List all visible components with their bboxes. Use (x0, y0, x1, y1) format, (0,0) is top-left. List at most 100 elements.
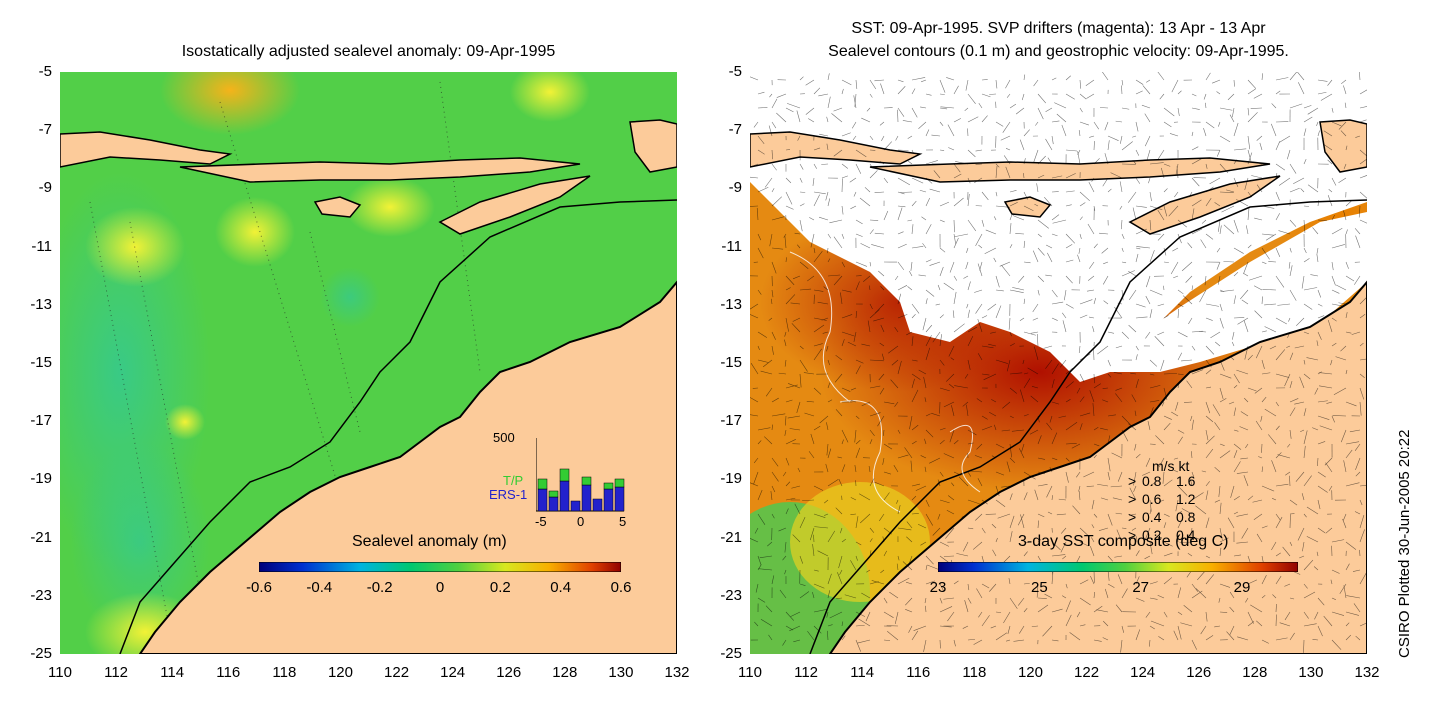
colorbar-tick-label: 0.4 (550, 579, 572, 596)
velocity-arrow (1289, 103, 1303, 109)
velocity-arrow (925, 298, 928, 305)
velocity-arrow (771, 345, 774, 355)
velocity-arrow (1079, 107, 1083, 113)
velocity-arrow (949, 429, 955, 443)
velocity-arrow (1245, 443, 1249, 449)
velocity-arrow (768, 634, 773, 641)
velocity-arrow (1060, 541, 1067, 553)
velocity-arrow (1079, 314, 1088, 319)
velocity-arrow (1133, 471, 1137, 486)
velocity-arrow (799, 373, 802, 388)
velocity-arrow (881, 135, 885, 141)
velocity-arrow (758, 568, 773, 571)
velocity-arrow (956, 553, 969, 557)
y-tick-label: -13 (30, 295, 52, 313)
velocity-arrow (813, 387, 822, 395)
velocity-arrow (1205, 303, 1220, 307)
velocity-arrow (1316, 121, 1319, 127)
velocity-arrow (1177, 611, 1183, 616)
velocity-arrow (1065, 381, 1074, 389)
velocity-arrow (1331, 275, 1336, 286)
velocity-arrow (813, 191, 826, 195)
velocity-arrow (1079, 93, 1087, 100)
velocity-arrow (1343, 85, 1347, 95)
velocity-arrow (1275, 77, 1289, 81)
velocity-arrow (849, 177, 857, 183)
velocity-arrow (1285, 471, 1291, 476)
inset-xtick: -5 (535, 514, 547, 529)
velocity-arrow (939, 541, 949, 547)
velocity-arrow (1051, 175, 1063, 179)
velocity-arrow (939, 266, 944, 277)
velocity-arrow (1191, 107, 1200, 110)
velocity-arrow (1009, 343, 1015, 347)
velocity-arrow (1219, 537, 1229, 543)
velocity-arrow (799, 583, 806, 586)
velocity-arrow (813, 625, 822, 634)
velocity-arrow (826, 443, 829, 456)
velocity-arrow (840, 292, 843, 305)
velocity-arrow (1090, 546, 1095, 557)
velocity-arrow (1121, 79, 1124, 86)
colorbar-tick-label: -0.4 (306, 579, 333, 596)
velocity-arrow (1029, 429, 1039, 435)
velocity-arrow (1177, 429, 1185, 434)
velocity-arrow (1221, 205, 1235, 213)
velocity-arrow (852, 135, 857, 141)
velocity-arrow (858, 618, 871, 627)
velocity-arrow (1219, 225, 1222, 235)
velocity-arrow (841, 233, 845, 239)
velocity-arrow (1163, 577, 1173, 585)
velocity-arrow (826, 611, 829, 618)
velocity-arrow (1148, 639, 1151, 647)
velocity-arrow (1256, 135, 1263, 141)
velocity-arrow (1205, 635, 1214, 641)
velocity-arrow (869, 79, 877, 90)
velocity-arrow (879, 121, 885, 126)
velocity-arrow (788, 383, 801, 389)
velocity-arrow (1162, 471, 1165, 484)
velocity-arrow (826, 345, 829, 352)
velocity-arrow (1093, 591, 1096, 599)
velocity-arrow (937, 513, 941, 520)
y-tick-label: -25 (720, 645, 742, 662)
velocity-arrow (1062, 320, 1067, 333)
australia-land (828, 280, 1367, 654)
velocity-arrow (949, 261, 955, 273)
velocity-arrow (1012, 215, 1025, 221)
velocity-arrow (978, 244, 983, 249)
velocity-arrow (1163, 163, 1171, 167)
velocity-arrow (924, 597, 927, 604)
velocity-arrow (897, 205, 906, 208)
velocity-arrow (1255, 345, 1263, 359)
velocity-arrow (1145, 611, 1151, 618)
velocity-arrow (1177, 625, 1182, 640)
velocity-arrow (932, 527, 941, 536)
velocity-arrow (841, 178, 843, 193)
velocity-arrow (771, 397, 779, 403)
velocity-arrow (1023, 607, 1028, 613)
velocity-arrow (865, 611, 871, 622)
velocity-arrow (1015, 233, 1025, 235)
velocity-arrow (1191, 158, 1202, 165)
velocity-arrow (1188, 191, 1193, 198)
velocity-arrow (925, 580, 936, 585)
velocity-arrow (1250, 107, 1263, 109)
velocity-arrow (1271, 103, 1277, 109)
velocity-arrow (967, 326, 978, 333)
velocity-arrow (1149, 541, 1153, 555)
velocity-arrow (797, 135, 801, 141)
velocity-arrow (1030, 395, 1039, 403)
velocity-arrow (990, 331, 997, 334)
velocity-arrow (776, 112, 787, 123)
velocity-arrow (878, 373, 885, 381)
velocity-arrow (1256, 620, 1263, 627)
velocity-arrow (869, 527, 875, 533)
velocity-arrow (1275, 349, 1286, 361)
velocity-arrow (854, 465, 857, 473)
velocity-arrow (785, 508, 789, 515)
velocity-arrow (1316, 551, 1319, 557)
x-tick-label: 120 (1017, 664, 1043, 681)
velocity-arrow (1083, 471, 1095, 478)
velocity-arrow (771, 149, 773, 160)
